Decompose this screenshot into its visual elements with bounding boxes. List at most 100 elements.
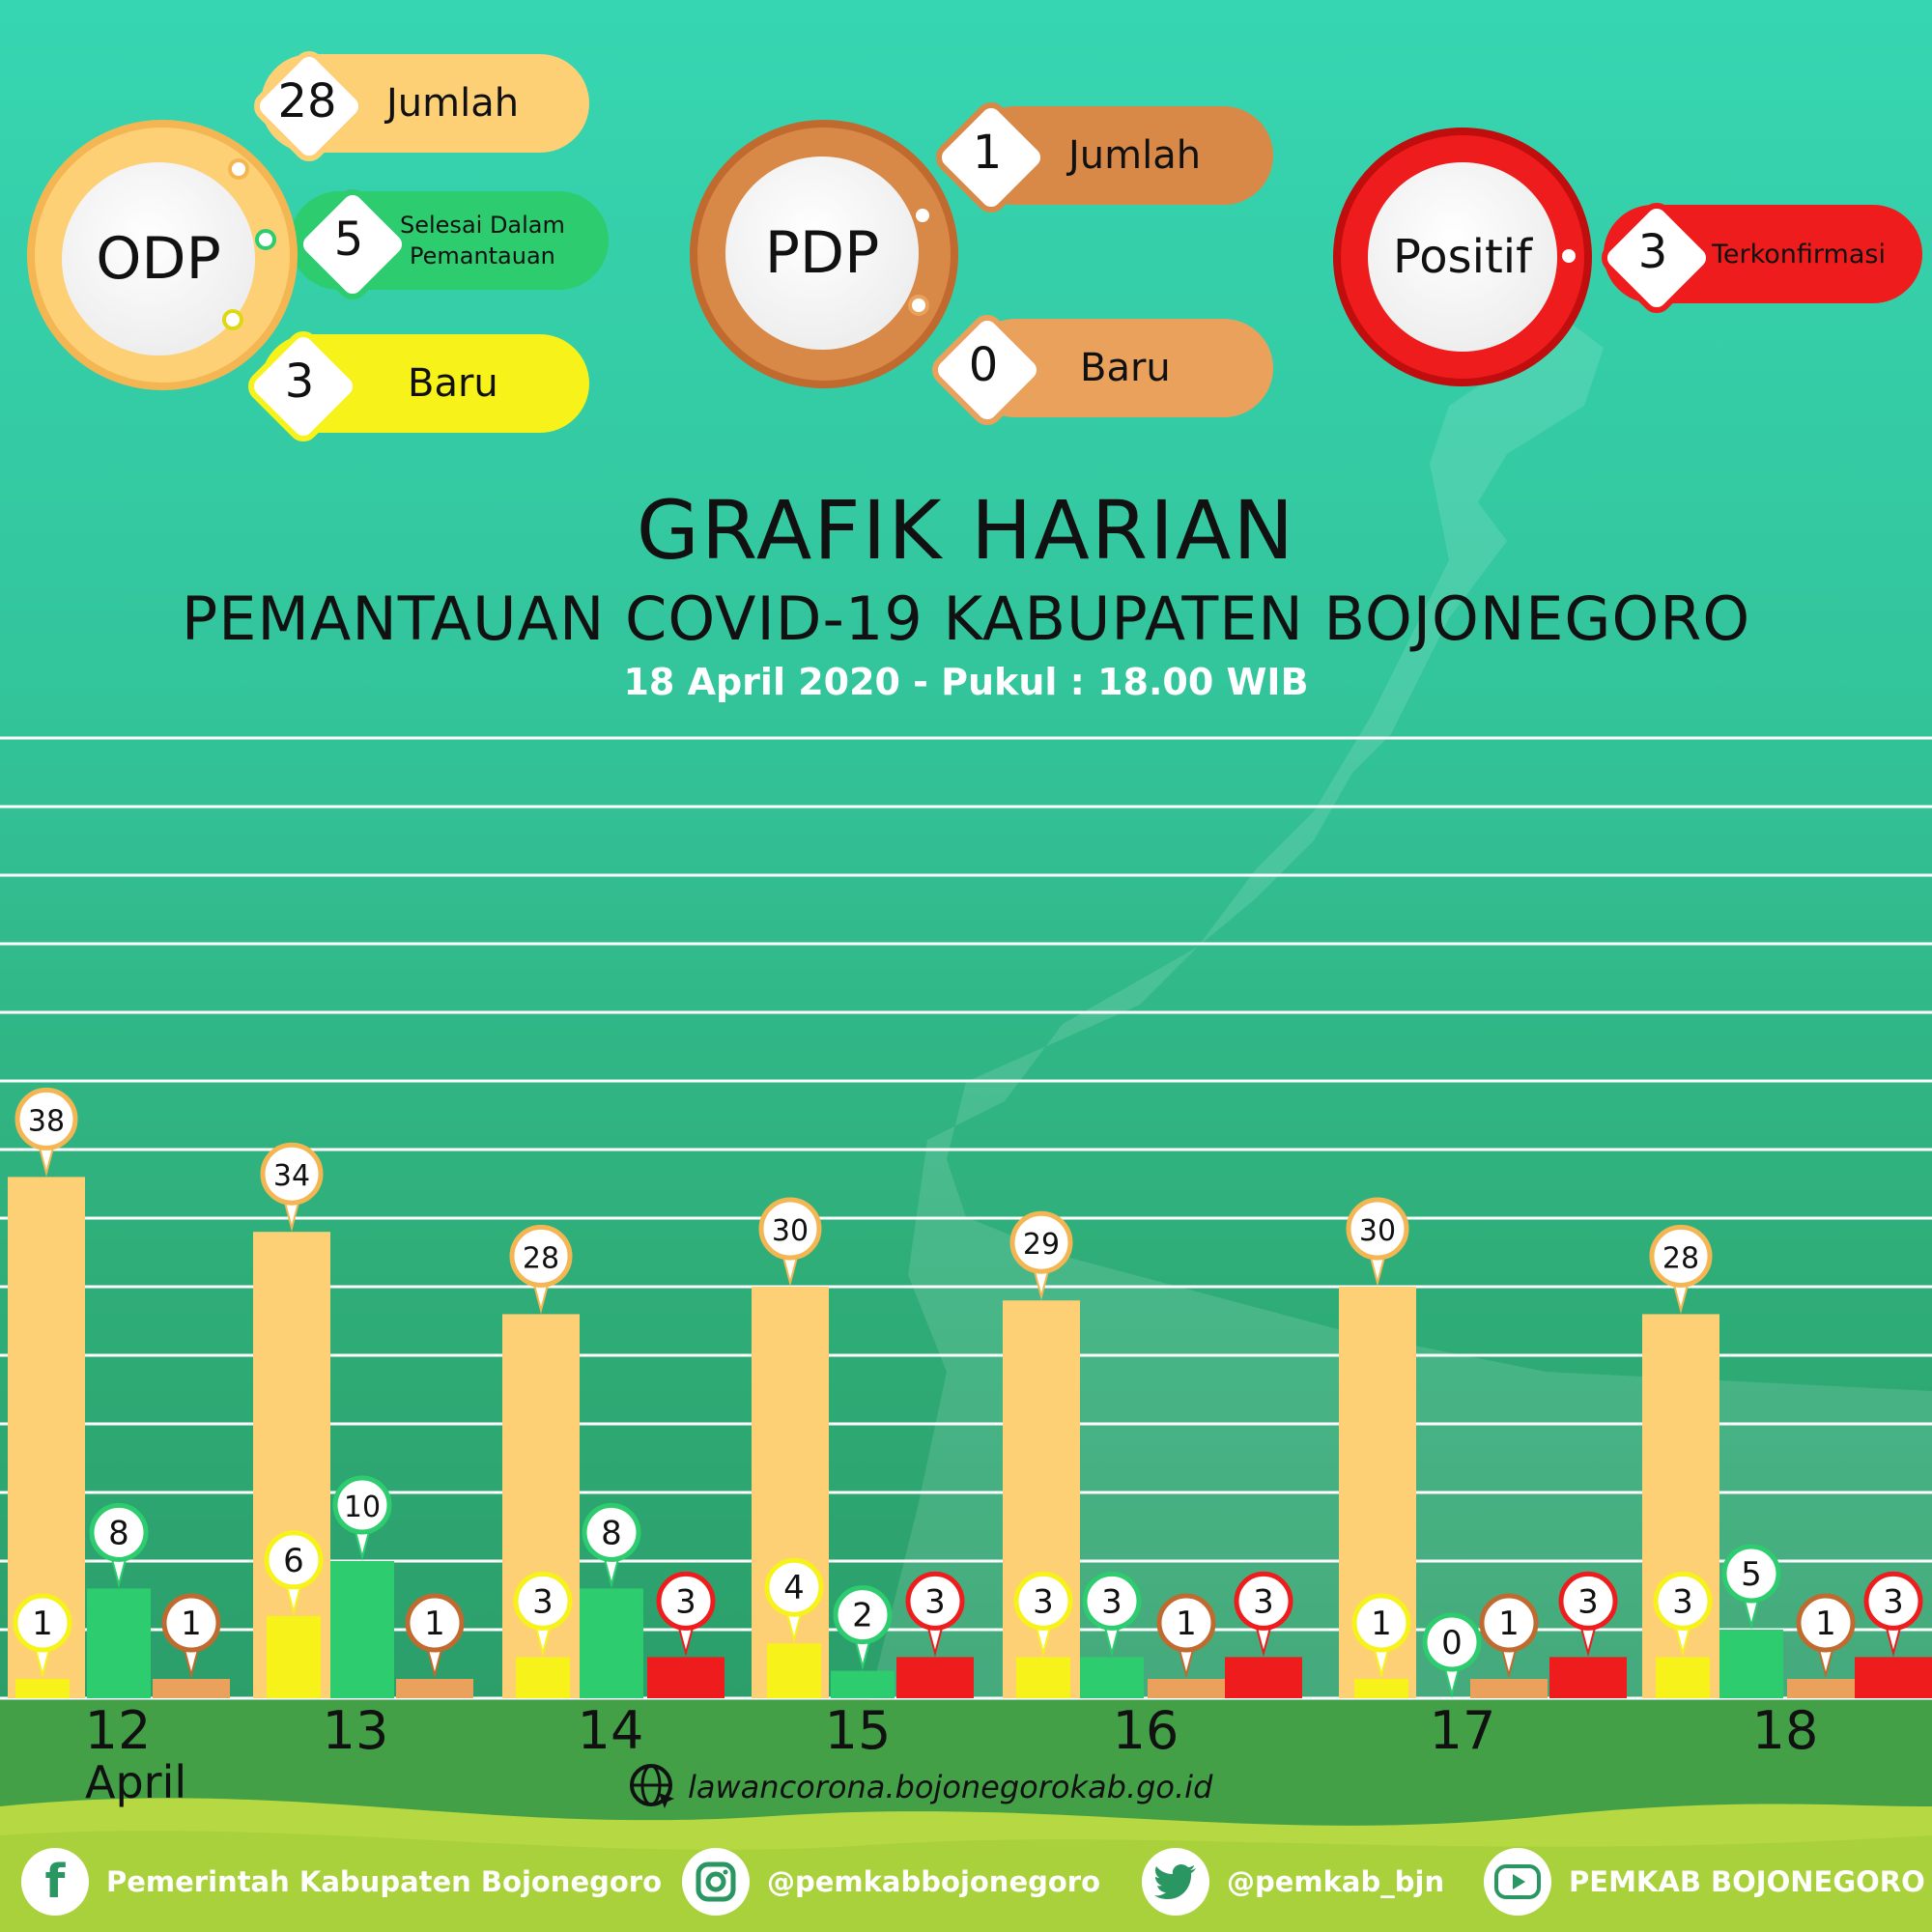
odp-label: ODP bbox=[96, 225, 221, 293]
website-text: lawancorona.bojonegorokab.go.id bbox=[688, 1769, 1213, 1805]
day-label-13: 13 bbox=[322, 1700, 389, 1761]
value-label-odp-18: 28 bbox=[1662, 1241, 1699, 1275]
bar-positif-17 bbox=[1549, 1657, 1627, 1698]
badge-selesai-12 bbox=[89, 1502, 149, 1562]
pdp-jumlah-label: Jumlah bbox=[1068, 133, 1202, 178]
month-label: April bbox=[85, 1756, 187, 1808]
instagram-link[interactable]: @pemkabbojonegoro bbox=[682, 1843, 1100, 1920]
report-date: 18 April 2020 - Pukul : 18.00 WIB bbox=[623, 661, 1309, 703]
badge-pdp-12 bbox=[161, 1593, 221, 1653]
value-label-pdp-13: 1 bbox=[424, 1605, 445, 1643]
value-label-selesai-13: 10 bbox=[344, 1491, 381, 1524]
odp-connector-dot-3 bbox=[222, 309, 243, 330]
value-label-positif-15: 3 bbox=[924, 1582, 946, 1621]
pdp-connector-dot-1 bbox=[912, 205, 933, 226]
value-label-pdp-12: 1 bbox=[181, 1605, 202, 1643]
value-label-odp_baru-16: 3 bbox=[1033, 1582, 1054, 1621]
value-label-odp_baru-17: 1 bbox=[1371, 1605, 1392, 1643]
instagram-text: @pemkabbojonegoro bbox=[767, 1865, 1101, 1898]
day-label-14: 14 bbox=[577, 1700, 644, 1761]
value-label-odp-14: 28 bbox=[523, 1241, 559, 1275]
value-label-selesai-14: 8 bbox=[601, 1514, 622, 1552]
value-label-positif-16: 3 bbox=[1253, 1582, 1274, 1621]
facebook-icon: f bbox=[21, 1848, 89, 1916]
page-title: GRAFIK HARIAN bbox=[636, 483, 1296, 578]
bar-selesai-18 bbox=[1719, 1630, 1783, 1698]
odp-connector-dot-1 bbox=[228, 158, 249, 180]
bar-odp_baru-16 bbox=[1016, 1657, 1070, 1698]
value-label-odp_baru-12: 1 bbox=[32, 1605, 53, 1643]
positif-connector-dot bbox=[1558, 245, 1579, 267]
odp-jumlah-value: 28 bbox=[277, 74, 337, 128]
value-label-positif-14: 3 bbox=[675, 1582, 696, 1621]
badge-positif-18 bbox=[1863, 1571, 1923, 1631]
bar-pdp-12 bbox=[153, 1679, 230, 1698]
page-subtitle: PEMANTAUAN COVID-19 KABUPATEN BOJONEGORO bbox=[181, 583, 1751, 654]
facebook-text: Pemerintah Kabupaten Bojonegoro bbox=[106, 1865, 663, 1898]
day-label-17: 17 bbox=[1429, 1700, 1496, 1761]
bar-positif-14 bbox=[647, 1657, 724, 1698]
youtube-link[interactable]: PEMKAB BOJONEGORO bbox=[1484, 1843, 1925, 1920]
badge-odp_baru-14 bbox=[513, 1571, 573, 1631]
youtube-text: PEMKAB BOJONEGORO bbox=[1569, 1865, 1925, 1898]
bar-odp_baru-14 bbox=[516, 1657, 570, 1698]
value-label-selesai-16: 3 bbox=[1101, 1582, 1122, 1621]
bar-pdp-16 bbox=[1148, 1679, 1225, 1698]
badge-odp-15 bbox=[758, 1197, 822, 1261]
bar-odp_baru-17 bbox=[1354, 1679, 1408, 1698]
value-label-positif-17: 3 bbox=[1577, 1582, 1599, 1621]
bar-odp_baru-18 bbox=[1656, 1657, 1710, 1698]
value-label-selesai-12: 8 bbox=[108, 1514, 129, 1552]
odp-selesai-label-2: Pemantauan bbox=[409, 242, 555, 270]
bar-selesai-14 bbox=[580, 1588, 643, 1698]
badge-selesai-15 bbox=[833, 1585, 893, 1645]
facebook-link[interactable]: f Pemerintah Kabupaten Bojonegoro bbox=[21, 1843, 662, 1920]
badge-odp-16 bbox=[1009, 1210, 1073, 1274]
value-label-odp_baru-15: 4 bbox=[783, 1569, 805, 1607]
pdp-baru-value: 0 bbox=[968, 338, 999, 392]
bar-selesai-15 bbox=[831, 1670, 895, 1698]
odp-baru-label: Baru bbox=[408, 361, 498, 406]
value-label-odp_baru-18: 3 bbox=[1672, 1582, 1693, 1621]
bar-positif-15 bbox=[896, 1657, 974, 1698]
bar-pdp-17 bbox=[1470, 1679, 1548, 1698]
badge-odp_baru-13 bbox=[264, 1530, 324, 1590]
badge-odp-13 bbox=[260, 1142, 324, 1206]
value-label-positif-18: 3 bbox=[1883, 1582, 1904, 1621]
bar-odp_baru-15 bbox=[767, 1643, 821, 1698]
pdp-connector-dot-2 bbox=[908, 295, 929, 316]
badge-selesai-14 bbox=[582, 1502, 641, 1562]
odp-selesai-label-1: Selesai Dalam bbox=[400, 212, 565, 239]
day-label-18: 18 bbox=[1751, 1700, 1819, 1761]
value-label-selesai-15: 2 bbox=[852, 1597, 873, 1635]
instagram-icon bbox=[682, 1848, 750, 1916]
value-label-selesai-17: 0 bbox=[1441, 1624, 1463, 1662]
value-label-pdp-17: 1 bbox=[1498, 1605, 1520, 1643]
day-label-16: 16 bbox=[1112, 1700, 1179, 1761]
badge-odp_baru-12 bbox=[13, 1593, 72, 1653]
globe-icon bbox=[630, 1764, 674, 1808]
bar-odp_baru-13 bbox=[267, 1615, 321, 1698]
bar-pdp-13 bbox=[396, 1679, 473, 1698]
value-label-odp-16: 29 bbox=[1023, 1228, 1060, 1262]
value-label-odp-15: 30 bbox=[772, 1214, 809, 1248]
pdp-circle: PDP bbox=[725, 156, 919, 350]
pdp-jumlah-value: 1 bbox=[972, 126, 1003, 180]
badge-pdp-17 bbox=[1479, 1593, 1539, 1653]
bar-positif-16 bbox=[1225, 1657, 1302, 1698]
day-label-12: 12 bbox=[84, 1700, 152, 1761]
bar-selesai-16 bbox=[1080, 1657, 1144, 1698]
odp-connector-dot-2 bbox=[255, 229, 276, 250]
badge-selesai-16 bbox=[1082, 1571, 1142, 1631]
badge-positif-17 bbox=[1558, 1571, 1618, 1631]
website-link[interactable]: lawancorona.bojonegorokab.go.id bbox=[628, 1762, 1212, 1812]
value-label-odp-13: 34 bbox=[273, 1159, 310, 1193]
twitter-link[interactable]: @pemkab_bjn bbox=[1142, 1843, 1444, 1920]
bar-positif-18 bbox=[1855, 1657, 1932, 1698]
badge-positif-16 bbox=[1234, 1571, 1293, 1631]
value-label-odp-12: 38 bbox=[28, 1104, 65, 1138]
odp-jumlah-label: Jumlah bbox=[386, 81, 520, 126]
odp-selesai-value: 5 bbox=[333, 213, 364, 267]
badge-selesai-17 bbox=[1422, 1612, 1482, 1672]
